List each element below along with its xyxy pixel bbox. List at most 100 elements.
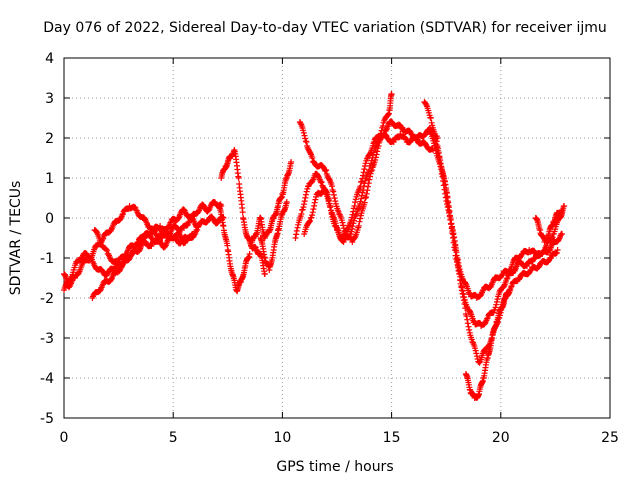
data-point	[368, 157, 375, 164]
data-point	[443, 187, 450, 193]
data-point	[561, 203, 568, 209]
data-point	[548, 255, 554, 261]
data-point	[453, 252, 460, 259]
data-point	[559, 207, 565, 213]
data-point	[442, 181, 449, 188]
y-tick-labels: -5 -4 -3 -2 -1 0 1 2 3 4	[40, 51, 54, 427]
data-point	[444, 194, 451, 201]
data-point	[297, 120, 304, 127]
data-point	[303, 188, 310, 195]
data-point	[388, 91, 395, 97]
data-point	[298, 211, 305, 217]
data-point	[493, 301, 500, 308]
y-tick-label: 0	[45, 211, 54, 227]
data-point	[370, 152, 376, 159]
y-tick-label: 4	[45, 51, 54, 67]
data-point	[283, 199, 290, 205]
data-point	[356, 218, 363, 225]
data-point	[340, 222, 347, 229]
data-point	[333, 222, 340, 229]
data-point	[352, 199, 359, 206]
series-track-8	[257, 199, 290, 273]
data-point	[349, 223, 356, 230]
data-point	[458, 287, 465, 294]
data-point	[344, 227, 351, 233]
data-point	[327, 203, 334, 209]
data-point	[463, 313, 470, 319]
data-point	[165, 224, 172, 230]
data-point	[449, 223, 456, 230]
data-point	[454, 257, 461, 264]
data-point	[358, 192, 365, 199]
data-marks	[61, 91, 568, 401]
data-point	[455, 262, 461, 269]
series-track-7	[248, 159, 295, 245]
y-tick-label: 1	[45, 171, 54, 187]
data-point	[506, 287, 513, 293]
data-point	[104, 247, 110, 254]
data-point	[477, 292, 484, 299]
data-point	[380, 131, 387, 138]
data-point	[292, 235, 299, 241]
data-point	[322, 168, 329, 174]
data-point	[456, 271, 463, 277]
data-point	[487, 284, 494, 291]
data-point	[546, 255, 553, 262]
y-tick-label: -5	[40, 411, 54, 427]
data-point	[310, 206, 317, 213]
data-point	[162, 227, 169, 234]
data-point	[302, 135, 309, 142]
data-point	[455, 268, 462, 274]
data-point	[435, 150, 442, 157]
data-point	[309, 212, 316, 219]
data-point	[427, 115, 434, 121]
data-point	[363, 190, 370, 197]
data-point	[318, 179, 325, 185]
data-point	[176, 231, 183, 238]
data-point	[302, 194, 309, 201]
data-point	[484, 315, 490, 322]
series-track-4	[91, 223, 196, 271]
data-point	[331, 195, 338, 202]
series-track-11	[301, 91, 395, 245]
x-tick-label: 20	[492, 430, 510, 446]
series-track-12	[421, 99, 565, 301]
series-track-5	[216, 203, 253, 295]
data-point	[462, 305, 469, 312]
data-point	[98, 239, 105, 245]
data-point	[66, 283, 73, 290]
data-point	[351, 234, 358, 241]
grid	[64, 58, 610, 418]
y-tick-label: -2	[40, 291, 54, 307]
data-point	[427, 128, 433, 135]
y-tick-label: -1	[40, 251, 54, 267]
axis-ticks	[63, 57, 611, 419]
series-track-16	[532, 207, 565, 245]
data-point	[361, 199, 368, 206]
data-point	[503, 276, 510, 282]
x-tick-label: 10	[273, 430, 291, 446]
data-point	[447, 213, 454, 219]
series-track-14	[430, 131, 561, 366]
data-point	[330, 191, 337, 198]
y-tick-label: 3	[45, 91, 54, 107]
data-point	[366, 176, 373, 183]
data-point	[466, 326, 473, 333]
data-point	[385, 111, 392, 118]
data-point	[194, 227, 201, 233]
data-point	[363, 194, 369, 201]
data-point	[311, 199, 318, 206]
y-tick-label: 2	[45, 131, 54, 147]
data-point	[453, 247, 459, 254]
data-point	[434, 144, 440, 151]
data-point	[461, 301, 468, 307]
data-point	[119, 211, 126, 218]
data-point	[366, 167, 373, 174]
data-point	[436, 155, 443, 161]
data-point	[553, 249, 560, 256]
data-point	[246, 251, 253, 257]
data-point	[448, 220, 455, 227]
y-tick-label: -3	[40, 331, 54, 347]
x-tick-label: 0	[60, 430, 69, 446]
